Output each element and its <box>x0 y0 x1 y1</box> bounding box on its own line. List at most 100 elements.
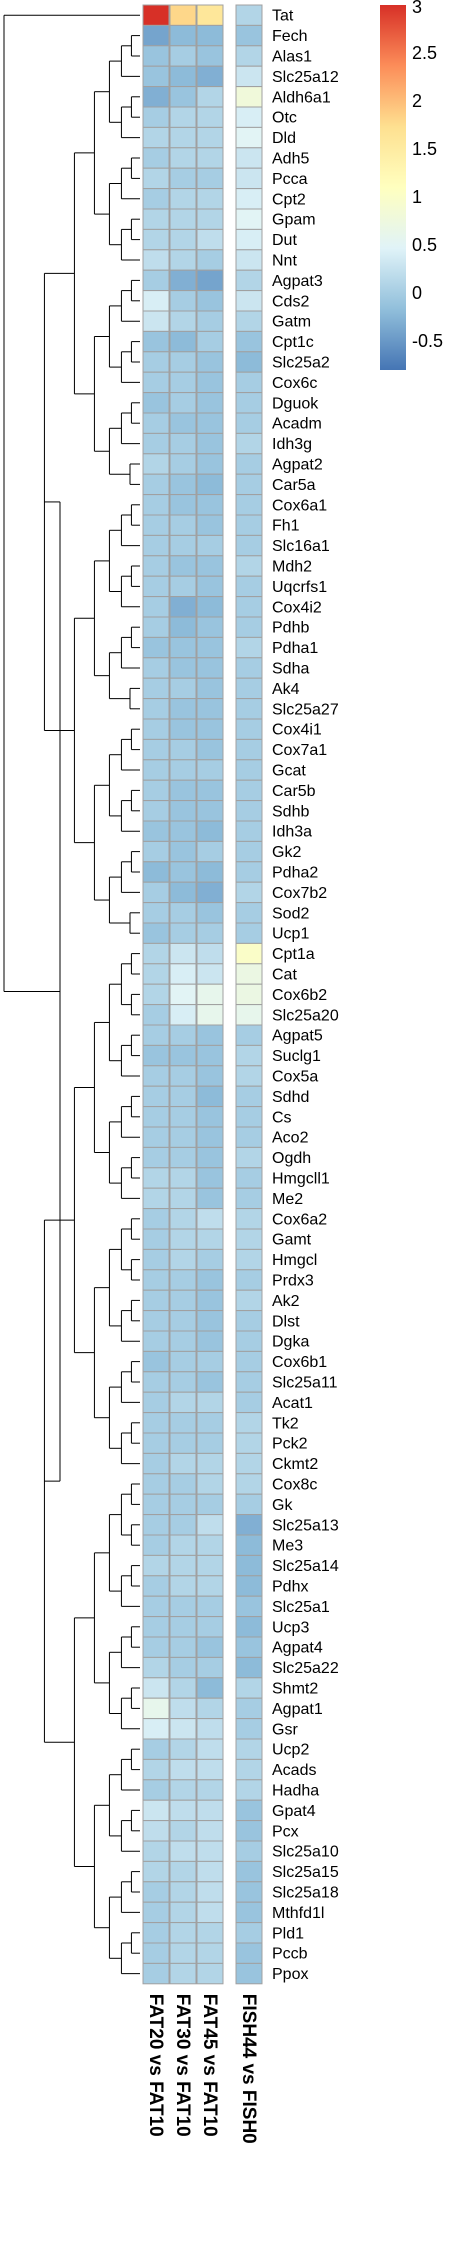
heatmap-cell <box>196 575 224 598</box>
row-label: Shmt2 <box>272 1681 318 1698</box>
heatmap-cell <box>142 1881 170 1903</box>
heatmap-cell <box>196 1473 224 1495</box>
heatmap-cell <box>196 1922 224 1944</box>
heatmap-cell <box>235 1616 263 1638</box>
row-label: Gcat <box>272 763 306 780</box>
heatmap-cell <box>169 1860 197 1883</box>
heatmap-cell <box>142 534 170 557</box>
heatmap-cell <box>196 330 224 353</box>
heatmap-cell <box>196 922 224 944</box>
heatmap-cell <box>142 65 170 88</box>
heatmap-cell <box>196 861 224 883</box>
heatmap-cell <box>142 902 170 924</box>
row-label: Adh5 <box>272 151 309 168</box>
heatmap-cell <box>196 1371 224 1393</box>
heatmap-cell <box>169 820 197 842</box>
heatmap-cell <box>169 432 197 455</box>
heatmap-cell <box>196 1738 224 1760</box>
heatmap-cell <box>142 1289 170 1312</box>
heatmap-cell <box>196 1208 224 1230</box>
row-label: Gpam <box>272 212 316 229</box>
row-label: Slc25a1 <box>272 1599 330 1616</box>
heatmap-cell <box>196 126 224 149</box>
heatmap-cell <box>235 942 263 965</box>
row-label: Hadha <box>272 1783 319 1800</box>
heatmap-cell <box>196 1085 224 1108</box>
row-label: Cox5a <box>272 1069 318 1086</box>
heatmap-cell <box>142 1738 170 1760</box>
row-label: Cox6a2 <box>272 1211 327 1228</box>
heatmap-cell <box>169 1187 197 1210</box>
heatmap-cell <box>196 779 224 802</box>
row-label: Slc25a12 <box>272 69 339 86</box>
row-label: Tk2 <box>272 1415 299 1432</box>
heatmap-cell <box>169 106 197 128</box>
heatmap-cell <box>142 45 170 67</box>
heatmap-cell <box>142 432 170 455</box>
heatmap-cell <box>169 65 197 88</box>
heatmap-cell <box>142 1310 170 1332</box>
heatmap-cell <box>196 1146 224 1169</box>
heatmap-cell <box>142 1004 170 1026</box>
heatmap-cell <box>142 1942 170 1964</box>
heatmap-cell <box>196 616 224 638</box>
heatmap-cell <box>169 1228 197 1250</box>
heatmap-cell <box>169 1004 197 1026</box>
heatmap-cell <box>169 1554 197 1577</box>
row-label: Pdha2 <box>272 865 318 882</box>
heatmap-cell <box>169 534 197 557</box>
heatmap-cell <box>169 208 197 230</box>
heatmap-cell <box>235 1922 263 1944</box>
row-label: Aco2 <box>272 1130 309 1147</box>
heatmap-cell <box>169 1126 197 1148</box>
heatmap-cell <box>235 534 263 557</box>
heatmap-cell <box>169 290 197 312</box>
row-label: Slc25a14 <box>272 1558 339 1575</box>
heatmap-cell <box>235 269 263 292</box>
heatmap-cell <box>169 881 197 904</box>
heatmap-cell <box>235 45 263 67</box>
heatmap-cell <box>142 963 170 985</box>
heatmap-cell <box>235 555 263 577</box>
row-label: Slc25a13 <box>272 1517 339 1534</box>
heatmap-cell <box>169 1391 197 1414</box>
legend-color-bar <box>380 5 406 370</box>
heatmap-cell <box>142 1636 170 1658</box>
heatmap-cell <box>196 840 224 863</box>
heatmap-cell <box>142 1269 170 1291</box>
heatmap-cell <box>142 1656 170 1679</box>
heatmap-cell <box>142 24 170 47</box>
heatmap-cell <box>142 269 170 292</box>
heatmap-cell <box>196 392 224 414</box>
heatmap-cell <box>142 1697 170 1720</box>
heatmap-cell <box>142 453 170 475</box>
heatmap-cell <box>169 494 197 516</box>
row-label: Sdhd <box>272 1089 309 1106</box>
heatmap-cell <box>142 800 170 822</box>
heatmap-cell <box>235 167 263 190</box>
heatmap-cell <box>142 1330 170 1352</box>
heatmap-cell <box>142 167 170 190</box>
heatmap-cell <box>196 1881 224 1903</box>
heatmap-cell <box>142 1799 170 1822</box>
row-label: Cat <box>272 967 297 984</box>
legend-tick-label: 2 <box>412 91 422 111</box>
heatmap-cell <box>196 4 224 26</box>
heatmap-cell <box>235 392 263 414</box>
heatmap-cell <box>235 453 263 475</box>
heatmap-cell <box>235 1248 263 1271</box>
row-label: Alas1 <box>272 49 312 66</box>
heatmap-cell <box>142 1677 170 1699</box>
heatmap-cell <box>169 616 197 638</box>
heatmap-cell <box>169 1820 197 1842</box>
row-label: Nnt <box>272 253 297 270</box>
heatmap-cell <box>235 1575 263 1597</box>
heatmap-cell <box>169 1942 197 1964</box>
heatmap-cell <box>196 1167 224 1189</box>
heatmap-cell <box>196 1289 224 1312</box>
heatmap-cell <box>196 249 224 271</box>
heatmap-cell <box>169 269 197 292</box>
row-label: Me2 <box>272 1191 303 1208</box>
heatmap-cell <box>196 738 224 761</box>
heatmap-cell <box>196 902 224 924</box>
